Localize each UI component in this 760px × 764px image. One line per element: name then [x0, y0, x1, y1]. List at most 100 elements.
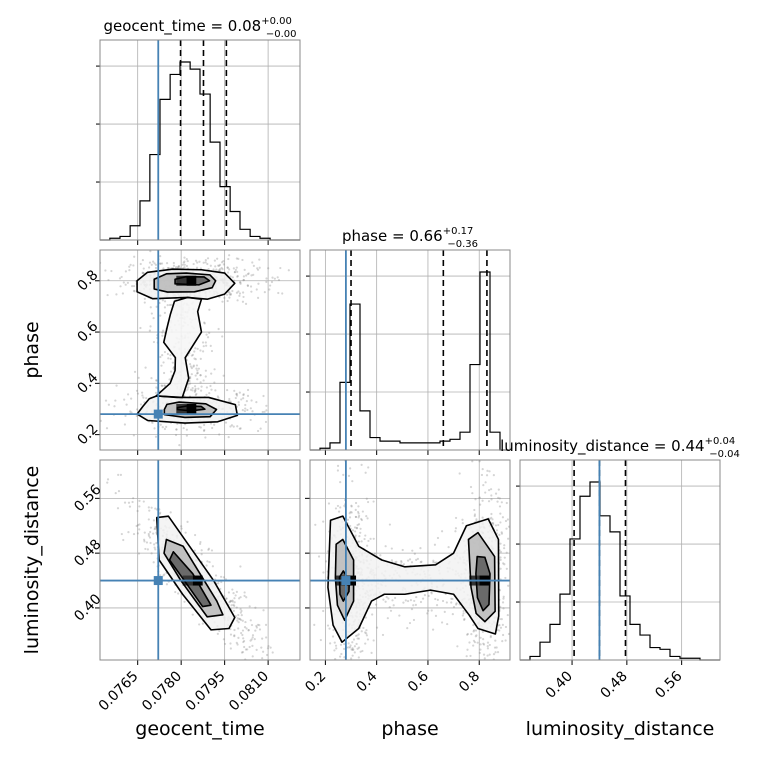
sample-point: [470, 633, 473, 636]
sample-point: [400, 559, 403, 563]
sample-point: [343, 642, 346, 646]
sample-point: [478, 497, 481, 500]
panel-geocent_time-vs-phase-contour-line: [174, 275, 211, 286]
sample-point: [144, 547, 147, 551]
sample-point: [113, 405, 116, 408]
sample-point: [130, 397, 133, 400]
sample-point: [489, 488, 493, 491]
sample-point: [277, 291, 280, 295]
sample-point: [170, 303, 173, 306]
sample-point: [265, 636, 268, 639]
sample-point: [267, 267, 270, 270]
sample-point: [244, 302, 248, 305]
sample-point: [447, 545, 450, 549]
sample-point: [249, 407, 252, 410]
sample-point: [165, 583, 169, 586]
sample-point: [214, 265, 217, 268]
sample-point: [169, 357, 172, 360]
sample-point: [349, 644, 352, 647]
sample-point: [194, 393, 197, 397]
sample-point: [239, 596, 242, 599]
sample-point: [484, 481, 487, 484]
sample-point: [219, 587, 222, 591]
title-minus-error: −0.00: [266, 29, 297, 40]
sample-point: [193, 350, 196, 353]
sample-point: [390, 559, 394, 562]
sample-point: [375, 626, 379, 629]
sample-point: [243, 409, 247, 413]
panel-geocent_time-vs-phase-frame: [99, 249, 301, 451]
sample-point: [391, 599, 394, 602]
sample-point: [147, 518, 150, 521]
sample-point: [166, 304, 169, 307]
sample-point: [137, 552, 141, 555]
sample-point: [420, 560, 423, 563]
sample-point: [129, 263, 132, 266]
sample-point: [506, 380, 508, 382]
sample-point: [501, 623, 504, 626]
sample-point: [202, 350, 205, 353]
sample-point: [473, 629, 476, 632]
sample-point: [180, 527, 183, 530]
sample-point: [249, 285, 253, 288]
sample-point: [431, 628, 435, 631]
sample-point: [203, 423, 206, 427]
sample-point: [194, 347, 197, 350]
sample-point: [168, 378, 171, 381]
sample-point: [172, 264, 176, 267]
sample-point: [133, 290, 136, 293]
sample-point: [135, 524, 138, 528]
sample-point: [343, 665, 345, 667]
panel-geocent_time-vs-phase-bridge-contour: [154, 296, 203, 399]
sample-point: [212, 268, 215, 271]
sample-point: [409, 599, 413, 602]
sample-point: [178, 444, 181, 447]
sample-point: [194, 259, 198, 262]
sample-point: [356, 637, 359, 640]
sample-point: [350, 505, 353, 508]
sample-point: [490, 498, 493, 501]
sample-point: [251, 410, 254, 413]
sample-point: [329, 642, 332, 645]
sample-point: [358, 540, 361, 543]
sample-point: [163, 311, 167, 314]
sample-point: [266, 653, 269, 657]
sample-point: [374, 603, 378, 606]
sample-point: [339, 643, 343, 646]
sample-point: [159, 355, 162, 359]
sample-point: [357, 646, 361, 649]
sample-point: [357, 540, 360, 543]
sample-point: [472, 624, 475, 627]
sample-point: [209, 344, 212, 347]
sample-point: [202, 429, 206, 432]
sample-point: [232, 267, 235, 270]
sample-point: [196, 378, 199, 381]
sample-point: [138, 499, 141, 502]
sample-point: [505, 551, 508, 554]
sample-point: [206, 336, 210, 339]
sample-point: [497, 496, 500, 499]
sample-point: [237, 613, 240, 617]
sample-point: [217, 396, 220, 399]
sample-point: [239, 565, 242, 568]
sample-point: [354, 508, 357, 511]
sample-point: [226, 266, 229, 269]
sample-point: [202, 345, 205, 348]
sample-point: [456, 645, 459, 648]
sample-point: [159, 511, 162, 514]
sample-point: [360, 518, 363, 522]
sample-point: [361, 510, 364, 513]
sample-point: [217, 264, 220, 267]
sample-point: [245, 596, 248, 599]
sample-point: [162, 267, 165, 270]
sample-point: [443, 610, 446, 613]
sample-point: [251, 636, 254, 639]
sample-point: [221, 300, 224, 303]
sample-point: [362, 626, 365, 630]
sample-point: [333, 649, 336, 652]
sample-point: [223, 296, 226, 299]
x-axis-label-geocent_time: geocent_time: [135, 718, 264, 740]
sample-point: [247, 629, 250, 632]
sample-point: [339, 655, 342, 658]
sample-point: [244, 620, 247, 624]
